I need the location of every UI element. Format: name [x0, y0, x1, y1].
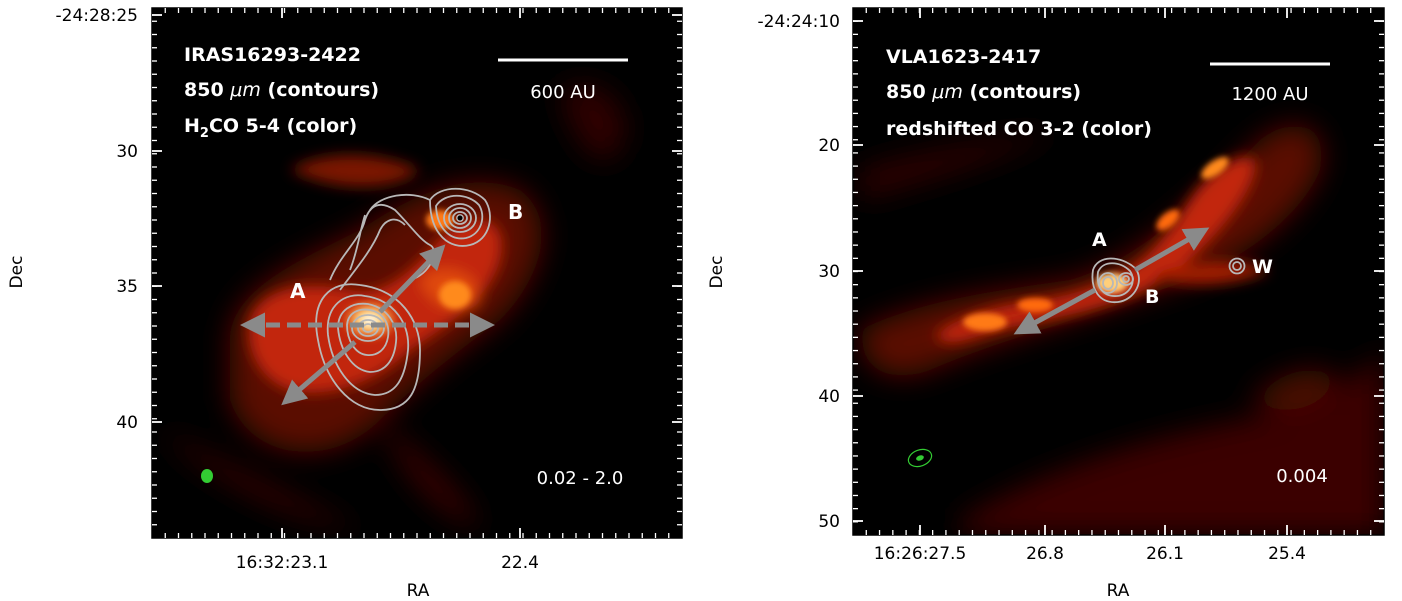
- left-line-label: H2CO 5-4 (color): [184, 115, 357, 141]
- right-dec-tick-4: 50: [818, 512, 840, 532]
- left-dec-tick-1: 30: [116, 142, 138, 162]
- right-continuum-label: 850 μm (contours): [886, 81, 1081, 103]
- left-y-axis-title: Dec: [7, 256, 27, 289]
- right-beam-ellipse: [907, 448, 933, 468]
- right-dec-tick-3: 40: [818, 387, 840, 407]
- left-scale-label: 600 AU: [530, 82, 596, 103]
- right-label-b: B: [1145, 286, 1159, 308]
- right-arrow-ne: [1133, 227, 1210, 273]
- right-outflow-arrows: [1013, 227, 1210, 335]
- left-panel: IRAS16293-2422 850 μm (contours) H2CO 5-…: [7, 6, 683, 601]
- right-ra-tick-0: 16:26:27.5: [874, 544, 967, 564]
- left-label-a: A: [290, 279, 306, 303]
- right-dec-tick-1: 20: [818, 136, 840, 156]
- right-contours: [1091, 257, 1246, 303]
- right-ra-tick-2: 26.1: [1146, 544, 1184, 564]
- left-source-name: IRAS16293-2422: [184, 44, 361, 66]
- left-x-axis-title: RA: [407, 581, 430, 601]
- right-ra-tick-1: 26.8: [1026, 544, 1064, 564]
- right-dec-tick-2: 30: [818, 262, 840, 282]
- left-range-label: 0.02 - 2.0: [537, 468, 624, 489]
- left-outflow-arrows: [240, 244, 495, 406]
- left-dec-tick-3: 40: [116, 413, 138, 433]
- left-arrow-sw: [281, 340, 357, 406]
- right-source-name: VLA1623-2417: [886, 46, 1041, 68]
- right-label-w: W: [1252, 256, 1273, 278]
- left-minor-ticks: [152, 8, 682, 538]
- right-range-label: 0.004: [1276, 466, 1328, 487]
- right-ra-tick-3: 25.4: [1268, 544, 1306, 564]
- left-continuum-label: 850 μm (contours): [184, 79, 379, 101]
- right-scale-label: 1200 AU: [1231, 84, 1308, 105]
- left-ra-tick-0: 16:32:23.1: [236, 553, 329, 573]
- right-label-a: A: [1092, 229, 1107, 251]
- right-panel: VLA1623-2417 850 μm (contours) redshifte…: [707, 7, 1385, 601]
- right-x-axis-title: RA: [1107, 581, 1130, 601]
- left-dec-tick-0: -24:28:25: [56, 6, 139, 26]
- right-emission-map: [860, 125, 1384, 535]
- left-beam-ellipse: [201, 469, 213, 483]
- right-dec-tick-0: -24:24:10: [758, 12, 841, 32]
- right-line-label: redshifted CO 3-2 (color): [886, 118, 1152, 140]
- left-peak-b: [457, 215, 463, 221]
- right-minor-ticks: [853, 8, 1384, 535]
- right-arrow-sw: [1013, 287, 1097, 335]
- left-arrow-ne: [378, 244, 446, 314]
- right-y-axis-title: Dec: [707, 256, 727, 289]
- left-label-b: B: [508, 200, 523, 224]
- left-ra-tick-1: 22.4: [501, 553, 539, 573]
- left-dec-tick-2: 35: [116, 277, 138, 297]
